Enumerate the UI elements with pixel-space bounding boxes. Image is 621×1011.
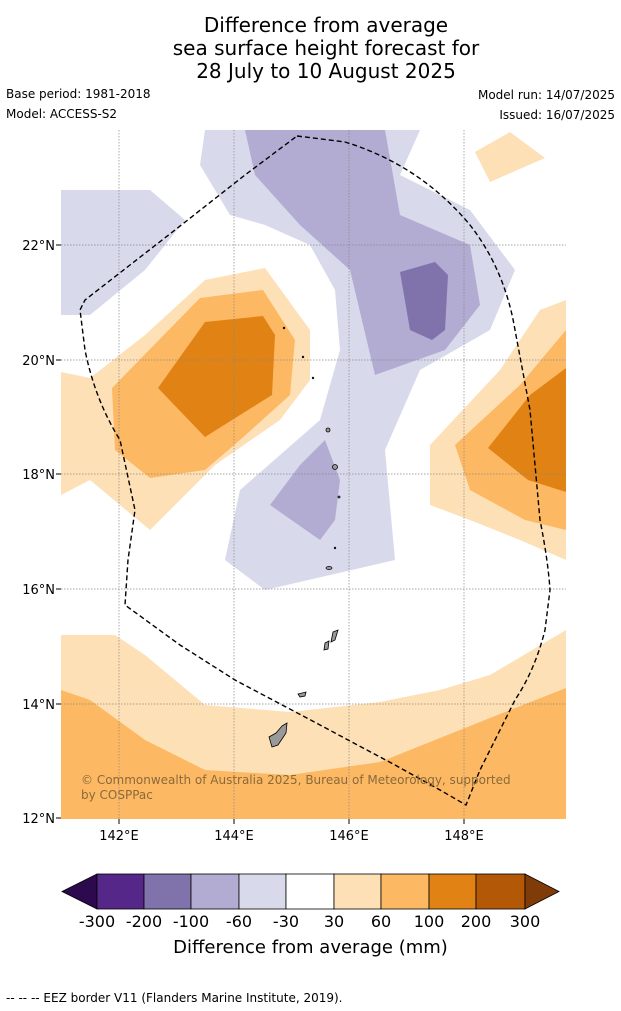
map-plot-area bbox=[61, 130, 566, 819]
island-small-8 bbox=[282, 326, 286, 330]
lon-label: 144°E bbox=[214, 829, 254, 844]
base-period: Base period: 1981-2018 bbox=[6, 87, 151, 101]
anomaly-region-neg30-west bbox=[61, 190, 185, 315]
lat-label: 22°N bbox=[22, 239, 55, 254]
lon-label: 142°E bbox=[99, 829, 139, 844]
colorbar-extend-low bbox=[61, 873, 98, 910]
title-line-3: 28 July to 10 August 2025 bbox=[196, 59, 456, 83]
island-small-5 bbox=[333, 546, 337, 550]
colorbar-tick-label: 300 bbox=[510, 912, 541, 931]
island-rota bbox=[297, 691, 307, 698]
colorbar-tick-label: 100 bbox=[414, 912, 445, 931]
colorbar-title: Difference from average (mm) bbox=[173, 937, 448, 958]
lat-labels: 22°N 20°N 18°N 16°N 14°N 12°N bbox=[22, 239, 55, 827]
anomaly-region-neg60-central bbox=[270, 440, 340, 540]
model-name: Model: ACCESS-S2 bbox=[6, 107, 118, 121]
anomaly-region-neg30-ne bbox=[475, 132, 545, 182]
colorbar-bin bbox=[475, 873, 526, 910]
colorbar-tick-label: -30 bbox=[273, 912, 299, 931]
graticule bbox=[61, 130, 566, 819]
lon-label: 146°E bbox=[329, 829, 369, 844]
anomaly-region-neg100 bbox=[400, 262, 448, 340]
colorbar-tick-label: -100 bbox=[173, 912, 209, 931]
colorbar bbox=[61, 873, 560, 910]
island-guam bbox=[268, 722, 288, 748]
lon-labels: 142°E 144°E 146°E 148°E bbox=[99, 829, 484, 844]
colorbar-bin bbox=[285, 873, 335, 910]
issued-date: Issued: 16/07/2025 bbox=[499, 108, 615, 122]
title-line-1: Difference from average bbox=[203, 13, 449, 37]
lat-axis bbox=[56, 244, 61, 819]
lat-label: 16°N bbox=[22, 583, 55, 598]
colorbar-tick-label: 200 bbox=[461, 912, 492, 931]
colorbar-ticks: -300 -200 -100 -60 -30 30 60 100 200 300 bbox=[79, 912, 540, 931]
anomaly-region-pos100-west bbox=[158, 316, 275, 437]
eez-footnote: -- -- -- EEZ border V11 (Flanders Marine… bbox=[6, 991, 343, 1005]
island-tinian bbox=[323, 640, 330, 651]
colorbar-tick-label: 60 bbox=[371, 912, 391, 931]
title-line-2: sea surface height forecast for bbox=[172, 36, 480, 60]
island-small-4 bbox=[337, 495, 341, 499]
lat-label: 12°N bbox=[22, 812, 55, 827]
island-small-3 bbox=[325, 427, 331, 433]
colorbar-bin bbox=[238, 873, 287, 910]
colorbar-tick-label: 30 bbox=[324, 912, 344, 931]
model-run: Model run: 14/07/2025 bbox=[477, 88, 615, 102]
island-small-2 bbox=[332, 464, 338, 470]
colorbar-bin bbox=[333, 873, 382, 910]
copyright-notice: © Commonwealth of Australia 2025, Bureau… bbox=[81, 773, 511, 802]
colorbar-bin bbox=[428, 873, 477, 910]
chart-title: Difference from average sea surface heig… bbox=[0, 14, 621, 83]
anomaly-region-pos60-south bbox=[61, 688, 566, 819]
island-saipan bbox=[330, 629, 339, 643]
colorbar-tick-label: -300 bbox=[79, 912, 115, 931]
lon-label: 148°E bbox=[444, 829, 484, 844]
island-small-1 bbox=[325, 566, 333, 570]
colorbar-bin bbox=[96, 873, 145, 910]
anomaly-region-pos100-east bbox=[488, 368, 566, 492]
eez-border bbox=[79, 135, 551, 807]
colorbar-bin bbox=[380, 873, 430, 910]
lon-axis bbox=[118, 819, 465, 824]
colorbar-bin bbox=[190, 873, 240, 910]
islands bbox=[268, 326, 341, 748]
lat-label: 14°N bbox=[22, 698, 55, 713]
island-small-6 bbox=[311, 376, 315, 380]
lat-label: 20°N bbox=[22, 354, 55, 369]
island-small-7 bbox=[301, 355, 305, 359]
colorbar-bin bbox=[143, 873, 192, 910]
lat-label: 18°N bbox=[22, 468, 55, 483]
colorbar-tick-label: -60 bbox=[226, 912, 252, 931]
colorbar-tick-label: -200 bbox=[126, 912, 162, 931]
colorbar-extend-high bbox=[524, 873, 560, 910]
